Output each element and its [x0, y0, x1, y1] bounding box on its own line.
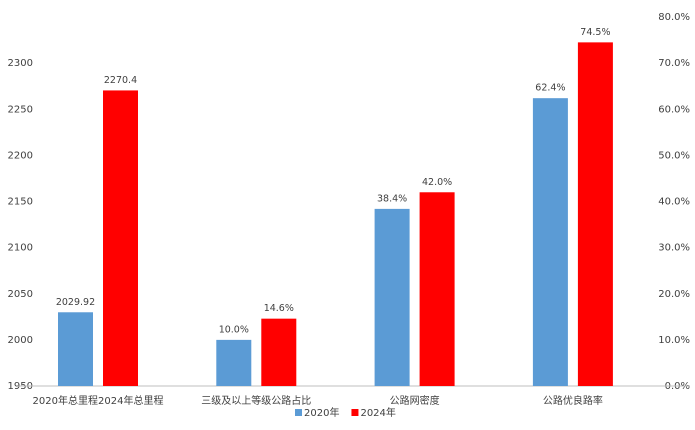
value-label: 42.0% [422, 177, 452, 188]
value-label: 2270.4 [104, 75, 137, 86]
value-label: 2029.92 [56, 297, 95, 308]
y2-tick-label: 60.0% [658, 104, 690, 115]
legend-swatch [295, 409, 302, 416]
y2-tick-label: 20.0% [658, 289, 690, 300]
y-tick-label: 2100 [8, 243, 33, 254]
y2-tick-label: 70.0% [658, 58, 690, 69]
bar [261, 318, 297, 386]
value-label: 38.4% [377, 193, 407, 204]
bar [216, 339, 252, 386]
bar [374, 208, 410, 386]
y2-tick-label: 30.0% [658, 243, 690, 254]
x-tick-label: 三级及以上等级公路占比 [201, 394, 311, 407]
legend-label: 2020年 [304, 406, 339, 419]
y2-tick-label: 40.0% [658, 197, 690, 208]
y-tick-label: 2200 [8, 150, 33, 161]
y2-tick-label: 80.0% [658, 12, 690, 23]
y2-tick-label: 10.0% [658, 335, 690, 346]
legend-swatch [351, 409, 359, 416]
bar [58, 312, 93, 386]
y-tick-label: 2300 [8, 58, 33, 69]
y2-tick-label: 50.0% [658, 150, 690, 161]
x-tick-label: 公路优良路率 [543, 394, 603, 407]
legend-label: 2024年 [360, 406, 395, 419]
value-label: 10.0% [219, 324, 249, 335]
bar [419, 192, 455, 386]
x-tick-label: 2020年总里程2024年总里程 [33, 394, 164, 407]
y-tick-label: 2250 [8, 104, 33, 115]
bar [532, 98, 568, 387]
y-tick-label: 2050 [8, 289, 33, 300]
value-label: 62.4% [535, 83, 565, 94]
bar [577, 42, 613, 387]
y-tick-label: 2150 [8, 197, 33, 208]
bar [103, 90, 138, 386]
value-label: 74.5% [580, 27, 610, 38]
x-tick-label: 公路网密度 [390, 394, 440, 407]
y-tick-label: 2000 [8, 335, 33, 346]
value-label: 14.6% [264, 303, 294, 314]
